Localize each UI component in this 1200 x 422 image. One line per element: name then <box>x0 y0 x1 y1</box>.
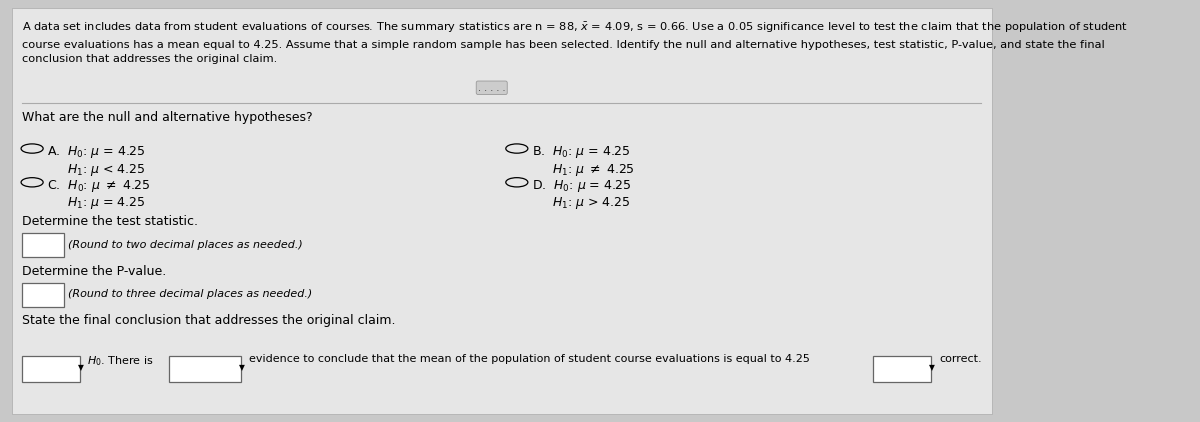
Text: correct.: correct. <box>940 354 982 365</box>
Text: A data set includes data from student evaluations of courses. The summary statis: A data set includes data from student ev… <box>22 21 1128 64</box>
Text: Determine the test statistic.: Determine the test statistic. <box>22 215 198 228</box>
Text: $H_1$: $\mu$ > 4.25: $H_1$: $\mu$ > 4.25 <box>552 195 630 211</box>
Text: ▼: ▼ <box>239 362 245 372</box>
FancyBboxPatch shape <box>168 356 241 382</box>
Text: $H_1$: $\mu$ = 4.25: $H_1$: $\mu$ = 4.25 <box>67 195 145 211</box>
Text: A.  $H_0$: $\mu$ = 4.25: A. $H_0$: $\mu$ = 4.25 <box>47 144 145 160</box>
Text: $H_0$. There is: $H_0$. There is <box>88 354 154 368</box>
Text: ▼: ▼ <box>929 362 935 372</box>
Text: Determine the P-value.: Determine the P-value. <box>22 265 167 278</box>
Text: . . . . .: . . . . . <box>478 83 505 93</box>
Text: B.  $H_0$: $\mu$ = 4.25: B. $H_0$: $\mu$ = 4.25 <box>532 144 630 160</box>
Text: ▼: ▼ <box>78 362 84 372</box>
Text: D.  $H_0$: $\mu$ = 4.25: D. $H_0$: $\mu$ = 4.25 <box>532 178 631 194</box>
Text: evidence to conclude that the mean of the population of student course evaluatio: evidence to conclude that the mean of th… <box>248 354 810 365</box>
FancyBboxPatch shape <box>12 8 991 414</box>
FancyBboxPatch shape <box>874 356 931 382</box>
Text: (Round to two decimal places as needed.): (Round to two decimal places as needed.) <box>68 240 302 250</box>
FancyBboxPatch shape <box>22 233 65 257</box>
Text: $H_1$: $\mu$ < 4.25: $H_1$: $\mu$ < 4.25 <box>67 162 145 178</box>
Text: C.  $H_0$: $\mu$ $\neq$ 4.25: C. $H_0$: $\mu$ $\neq$ 4.25 <box>47 178 151 194</box>
Text: State the final conclusion that addresses the original claim.: State the final conclusion that addresse… <box>22 314 396 327</box>
Text: (Round to three decimal places as needed.): (Round to three decimal places as needed… <box>68 289 312 300</box>
Text: What are the null and alternative hypotheses?: What are the null and alternative hypoth… <box>22 111 313 124</box>
FancyBboxPatch shape <box>22 356 80 382</box>
Text: $H_1$: $\mu$ $\neq$ 4.25: $H_1$: $\mu$ $\neq$ 4.25 <box>552 162 635 178</box>
FancyBboxPatch shape <box>22 283 65 307</box>
